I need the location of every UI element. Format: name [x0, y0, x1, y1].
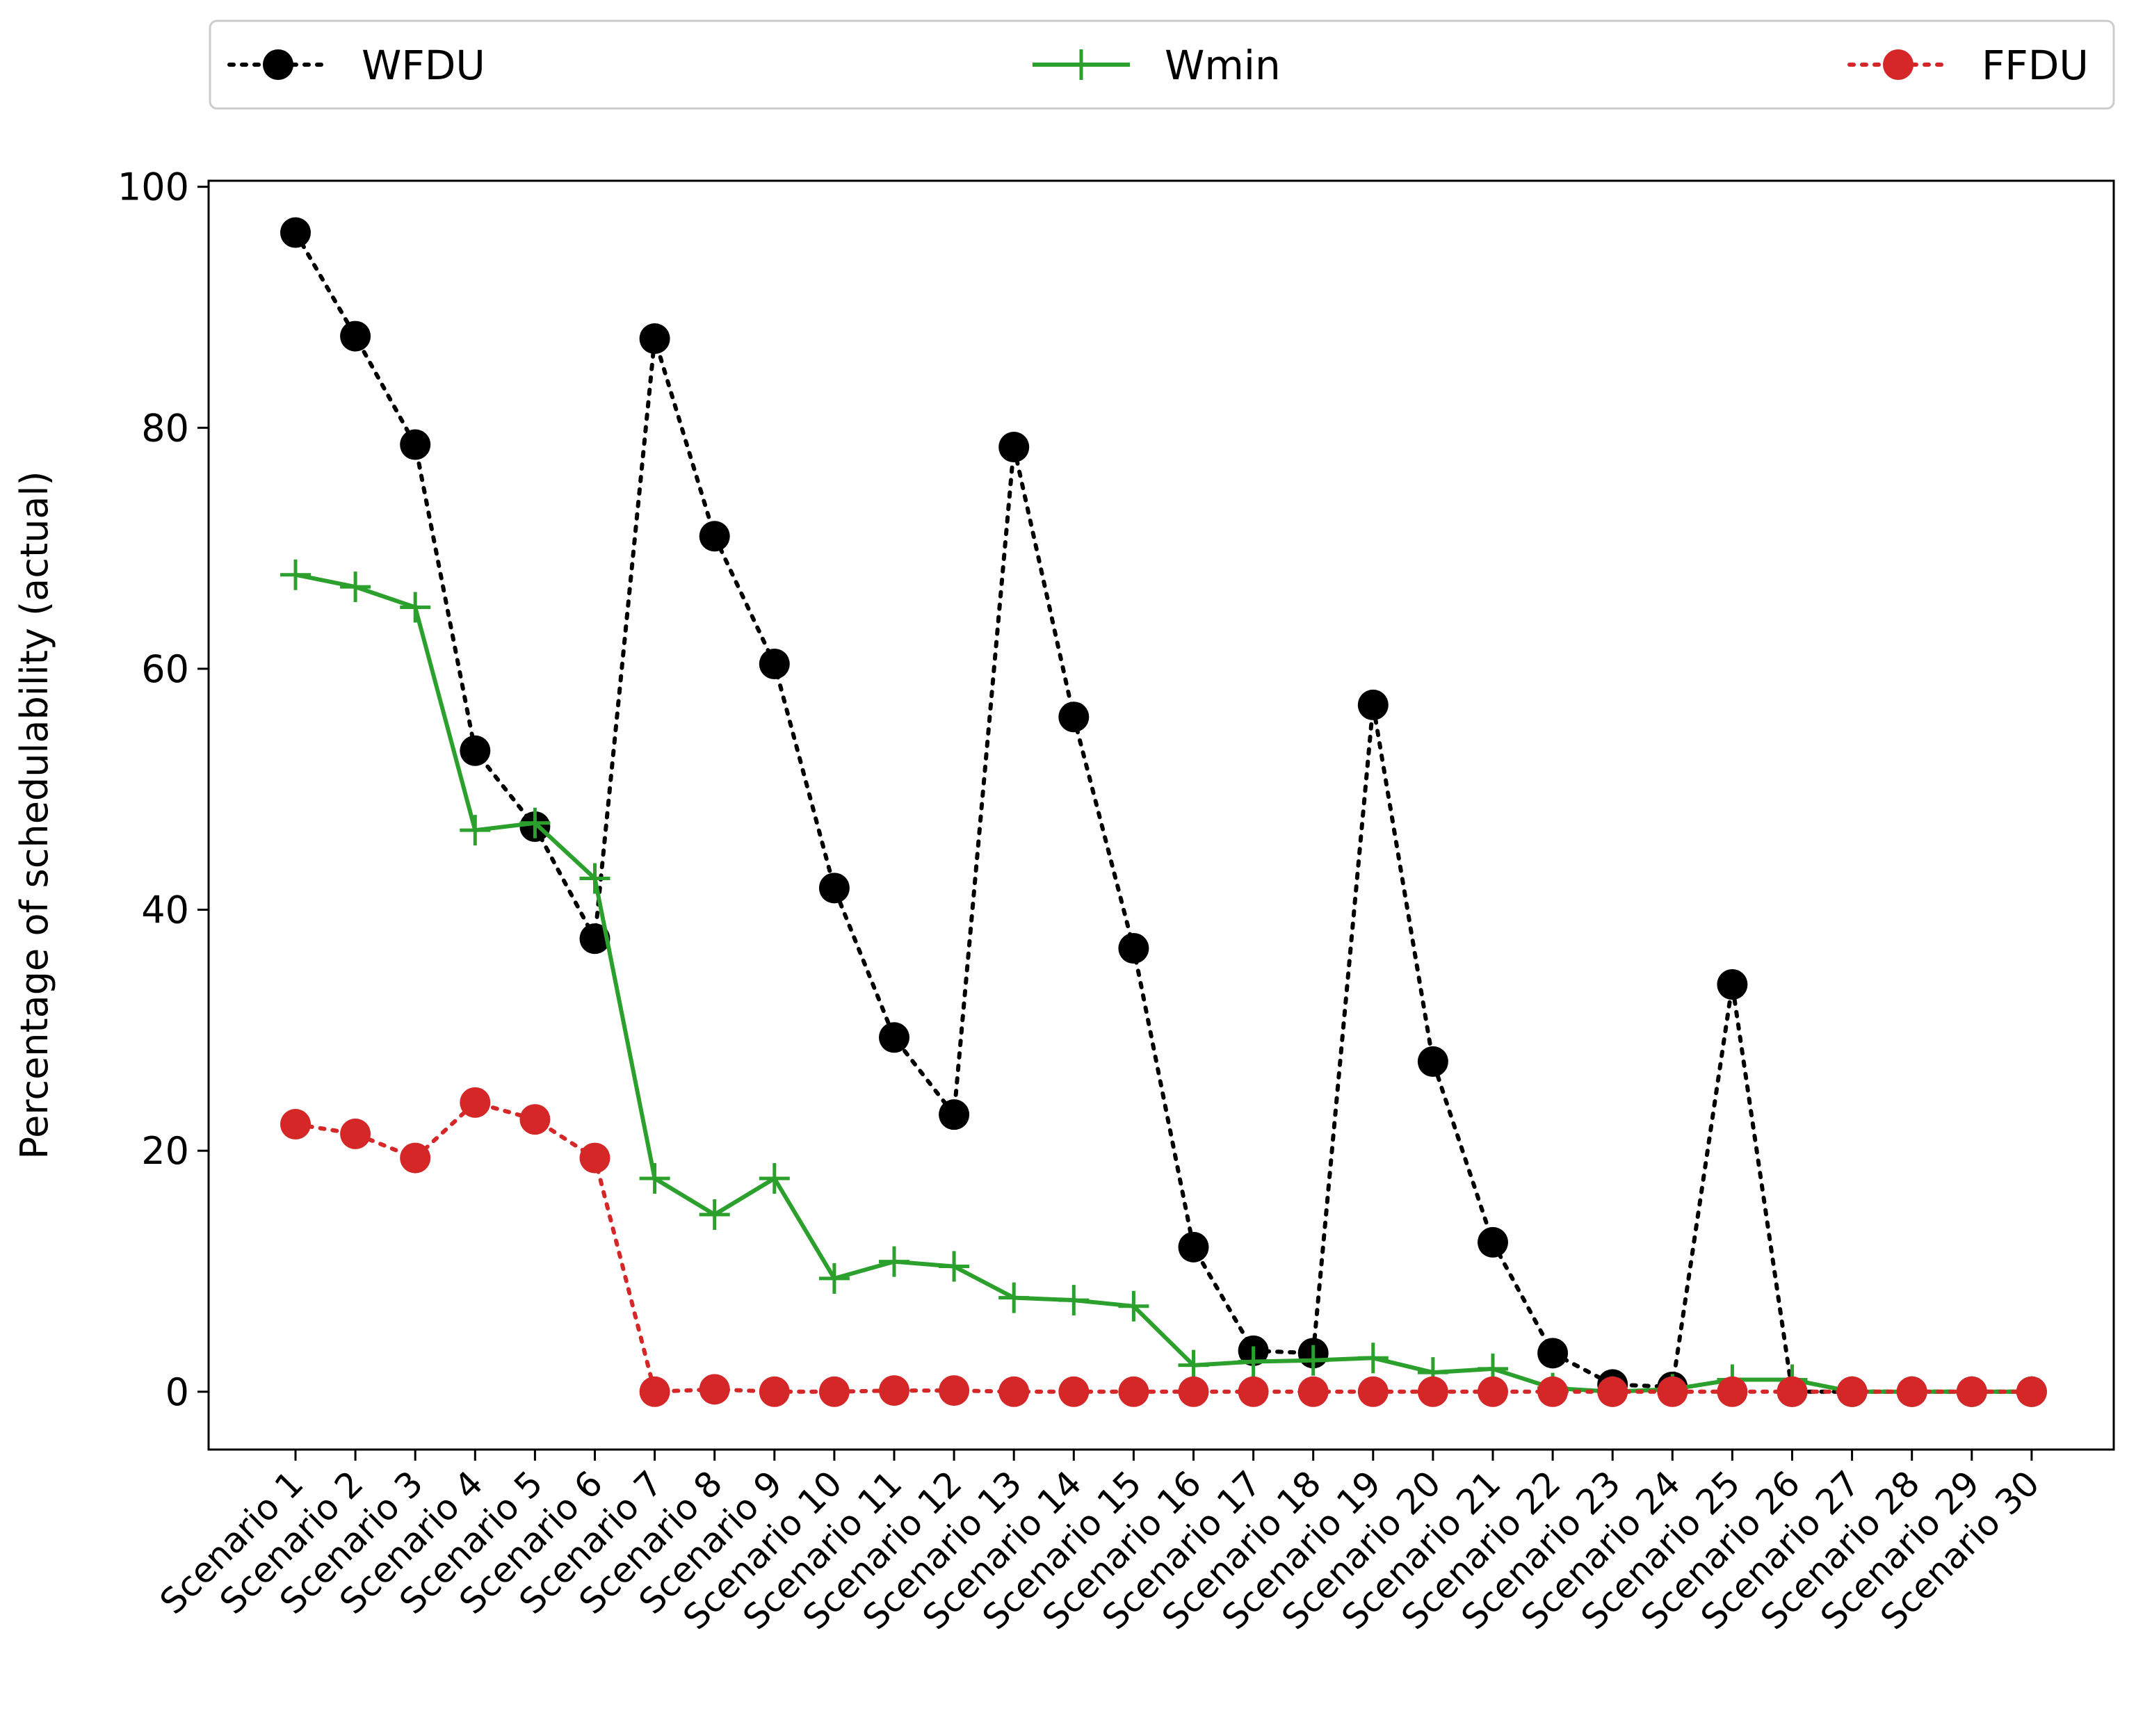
data-point-wfdu [1478, 1226, 1508, 1258]
data-point-wfdu [280, 217, 311, 248]
data-point-wmin [280, 559, 311, 590]
data-point-wfdu [1537, 1338, 1569, 1369]
plot-area [280, 217, 2047, 1407]
data-point-wmin [519, 807, 551, 838]
y-tick-label: 60 [141, 647, 189, 691]
data-point-wmin [699, 1199, 730, 1231]
legend-label-wmin: Wmin [1165, 42, 1281, 89]
data-point-ffdu [1597, 1376, 1628, 1407]
data-point-wmin [879, 1246, 909, 1277]
data-point-wfdu [818, 873, 850, 904]
data-point-ffdu [1777, 1376, 1808, 1407]
data-point-ffdu [759, 1376, 790, 1407]
data-point-ffdu [639, 1376, 670, 1407]
legend-label-wfdu: WFDU [362, 42, 485, 89]
data-point-wfdu [699, 521, 730, 552]
data-point-wfdu [460, 735, 491, 766]
y-axis-label: Percentage of schedulability (actual) [13, 471, 56, 1159]
data-point-ffdu [1657, 1376, 1688, 1407]
data-point-ffdu [1178, 1376, 1209, 1407]
y-tick-label: 80 [141, 406, 189, 450]
data-point-ffdu [1417, 1376, 1448, 1407]
data-point-wmin [818, 1263, 850, 1294]
data-point-wfdu [1178, 1231, 1209, 1263]
legend-box [209, 19, 2115, 110]
data-point-ffdu [1836, 1376, 1868, 1407]
data-point-wfdu [579, 923, 610, 955]
data-point-wmin [340, 571, 371, 603]
legend-label-ffdu: FFDU [1982, 42, 2089, 89]
series-line-wfdu [293, 230, 2034, 1394]
data-point-ffdu [1478, 1376, 1508, 1407]
data-point-wfdu [1118, 933, 1149, 964]
data-point-ffdu [1118, 1376, 1149, 1407]
data-point-ffdu [1717, 1376, 1748, 1407]
data-point-ffdu [1896, 1376, 1927, 1407]
data-point-ffdu [1357, 1376, 1389, 1407]
data-point-wmin [998, 1282, 1030, 1313]
legend-entry-wfdu: WFDU [227, 42, 485, 89]
data-point-wmin [460, 815, 491, 846]
data-point-wfdu [1417, 1046, 1448, 1077]
data-point-ffdu [1537, 1376, 1569, 1407]
data-point-ffdu [939, 1375, 970, 1406]
data-point-ffdu [340, 1118, 371, 1149]
data-point-wmin [759, 1163, 790, 1194]
data-point-ffdu [519, 1104, 551, 1135]
data-point-wfdu [879, 1022, 909, 1053]
legend-entry-ffdu: FFDU [1847, 42, 2089, 89]
y-tick-label: 40 [141, 889, 189, 932]
data-point-ffdu [400, 1142, 431, 1174]
plot-frame [207, 179, 2115, 1451]
data-point-ffdu [579, 1142, 610, 1174]
data-point-wmin [1118, 1290, 1149, 1322]
data-point-wfdu [1058, 701, 1090, 733]
data-point-wmin [1238, 1346, 1269, 1377]
y-tick-label: 20 [141, 1129, 189, 1173]
y-tick-label: 100 [118, 165, 189, 209]
data-point-wfdu [939, 1099, 970, 1130]
data-point-wfdu [1717, 969, 1748, 1000]
data-point-wfdu [639, 323, 670, 355]
data-point-ffdu [1297, 1376, 1329, 1407]
data-point-ffdu [2016, 1376, 2047, 1407]
data-point-wfdu [340, 321, 371, 352]
data-point-ffdu [280, 1109, 311, 1140]
data-point-ffdu [818, 1376, 850, 1407]
data-point-wmin [639, 1163, 670, 1194]
data-point-ffdu [879, 1375, 909, 1406]
data-point-ffdu [1058, 1376, 1090, 1407]
data-point-wmin [1058, 1285, 1090, 1316]
data-point-wmin [939, 1251, 970, 1282]
legend-entry-wmin: Wmin [1033, 42, 1281, 89]
data-point-ffdu [699, 1374, 730, 1405]
data-point-wfdu [1357, 689, 1389, 720]
legend: WFDU Wmin FFDU [209, 19, 2115, 110]
data-point-wfdu [998, 432, 1030, 463]
data-point-wmin [579, 863, 610, 894]
legend-marker-ffdu [1883, 49, 1914, 80]
data-point-wmin [400, 592, 431, 623]
data-point-wfdu [759, 648, 790, 679]
data-point-ffdu [460, 1087, 491, 1118]
data-point-ffdu [1956, 1376, 1987, 1407]
data-point-ffdu [1238, 1376, 1269, 1407]
data-point-wfdu [400, 429, 431, 460]
data-point-wmin [1297, 1345, 1329, 1376]
data-point-ffdu [998, 1376, 1030, 1407]
data-point-wmin [1357, 1342, 1389, 1374]
y-tick-label: 0 [165, 1370, 189, 1414]
data-point-wmin [1178, 1349, 1209, 1381]
legend-marker-wfdu [263, 49, 293, 80]
